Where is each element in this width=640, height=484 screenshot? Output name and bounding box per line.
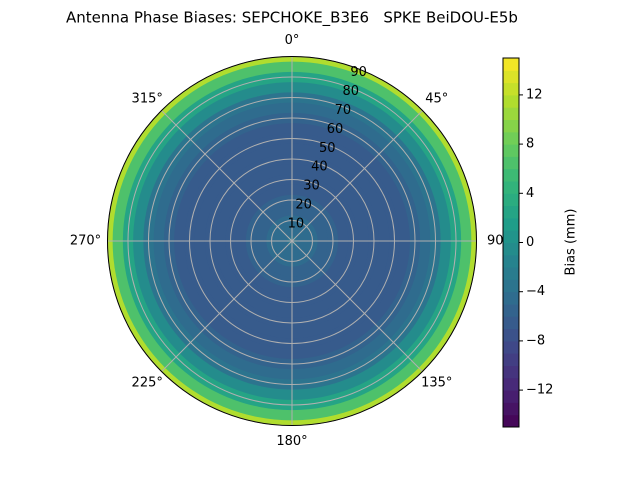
colorbar-tick-label: 4 (526, 186, 534, 201)
colorbar-band (503, 316, 519, 330)
colorbar-band (503, 107, 519, 120)
r-tick-label: 40 (311, 160, 328, 175)
theta-tick-label: 135° (421, 375, 452, 390)
colorbar-band (503, 156, 519, 170)
r-tick-label: 50 (319, 141, 336, 156)
r-tick-label: 80 (342, 84, 359, 99)
colorbar-band (503, 82, 519, 96)
colorbar-band (503, 340, 519, 354)
colorbar-band (503, 279, 519, 293)
colorbar-band (503, 242, 519, 256)
r-tick-label: 20 (295, 198, 312, 213)
colorbar-tick-label: −4 (526, 284, 545, 299)
colorbar-band (503, 291, 519, 305)
colorbar-band (503, 328, 519, 342)
r-tick-label: 30 (303, 179, 320, 194)
colorbar-band (503, 205, 519, 219)
theta-tick-label: 0° (285, 33, 300, 48)
colorbar-band (503, 70, 519, 84)
colorbar-band (503, 254, 519, 268)
grid-spoke (161, 110, 293, 242)
colorbar-tick-label: −8 (526, 333, 545, 348)
polar-frame (107, 56, 477, 426)
r-tick-label: 60 (327, 122, 344, 137)
colorbar-label: Bias (mm) (564, 209, 579, 276)
colorbar-band (503, 217, 519, 231)
theta-tick-label: 45° (425, 92, 448, 107)
grid-spoke (291, 110, 423, 242)
colorbar-band (503, 402, 519, 416)
colorbar: −12 −8 −4 0 4 8 12 (502, 57, 553, 428)
theta-tick-label: 225° (132, 375, 163, 390)
colorbar-tick-label: 0 (526, 235, 534, 250)
polar-plot: 1020304050607080900°45°90°135°180°225°27… (70, 33, 510, 449)
r-tick-label: 90 (350, 65, 367, 80)
chart-title: Antenna Phase Biases: SEPCHOKE_B3E6 SPKE… (66, 9, 518, 28)
colorbar-band (503, 414, 519, 428)
colorbar-band (503, 304, 519, 317)
theta-tick-label: 270° (70, 234, 101, 249)
theta-tick-label: 315° (132, 92, 163, 107)
colorbar-band (503, 168, 519, 182)
theta-tick-label: 180° (276, 434, 307, 449)
colorbar-tick-label: 8 (526, 137, 534, 152)
colorbar-band (503, 119, 519, 133)
colorbar-band (503, 144, 519, 157)
grid-spoke (161, 240, 293, 372)
colorbar-band (503, 94, 519, 108)
r-tick-label: 10 (288, 217, 305, 232)
colorbar-band (503, 390, 519, 403)
r-tick-label: 70 (335, 103, 352, 118)
colorbar-band (503, 230, 519, 243)
colorbar-band (503, 353, 519, 366)
colorbar-band (503, 131, 519, 145)
colorbar-tick-label: −12 (526, 383, 553, 398)
colorbar-tick-label: 12 (526, 87, 543, 102)
colorbar-band (503, 365, 519, 379)
colorbar-band (503, 193, 519, 207)
colorbar-band (503, 181, 519, 194)
colorbar-band (503, 377, 519, 391)
colorbar-band (503, 267, 519, 280)
colorbar-band (503, 58, 519, 71)
grid-spoke (291, 240, 423, 372)
